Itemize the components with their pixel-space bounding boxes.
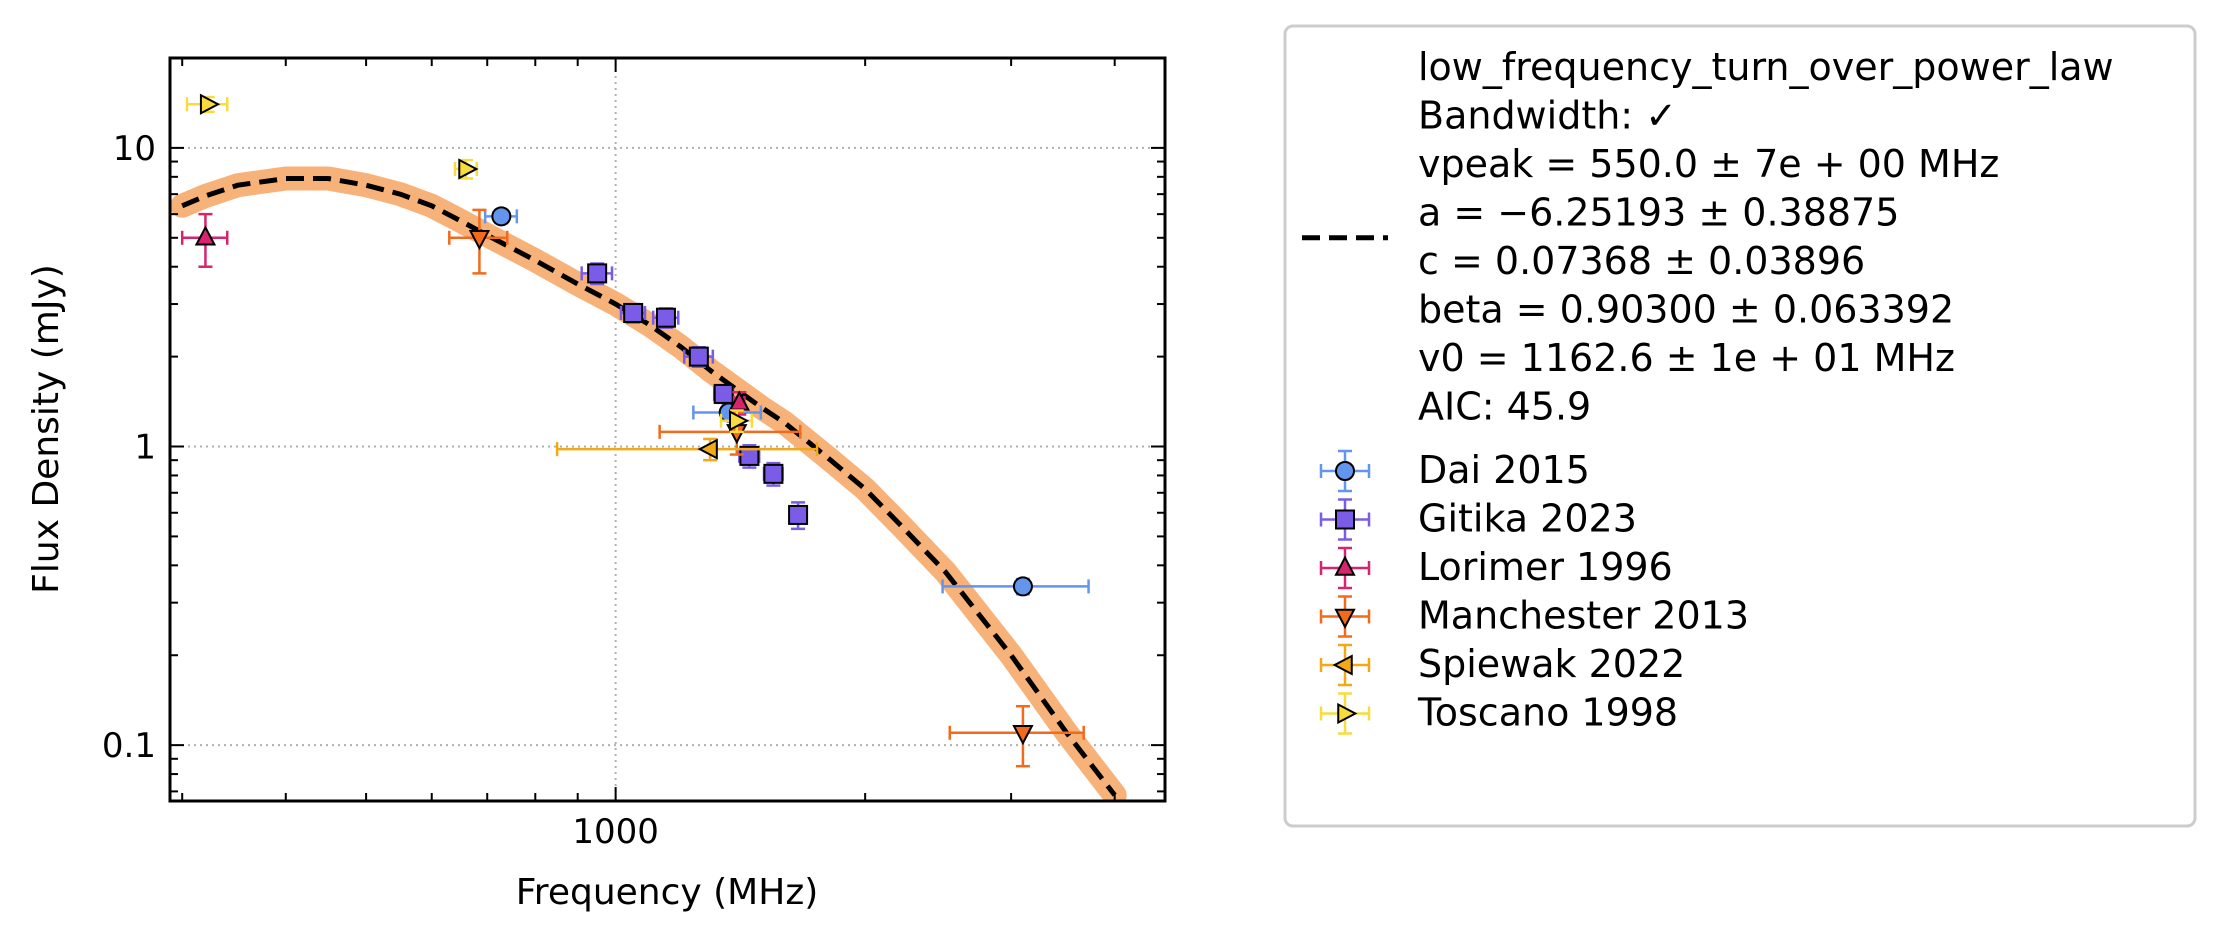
legend-marker bbox=[1334, 608, 1356, 629]
legend-fit-text: beta = 0.90300 ± 0.063392 bbox=[1418, 288, 1954, 332]
legend-fit-text: a = −6.25193 ± 0.38875 bbox=[1418, 191, 1899, 235]
series-gitika-2023 bbox=[580, 262, 809, 531]
data-point bbox=[468, 230, 491, 251]
grid-lines bbox=[170, 58, 1165, 801]
legend-entry: Dai 2015 bbox=[1319, 448, 1590, 493]
data-point bbox=[697, 438, 718, 460]
legend-fit-text: AIC: 45.9 bbox=[1418, 385, 1591, 429]
y-axis-label: Flux Density (mJy) bbox=[26, 264, 67, 594]
data-point bbox=[688, 346, 709, 367]
y-tick-label: 1 bbox=[134, 428, 156, 468]
data-point bbox=[194, 225, 217, 246]
legend-error-handle bbox=[1319, 546, 1371, 590]
x-tick-label: 1000 bbox=[572, 812, 659, 852]
legend-label: Manchester 2013 bbox=[1418, 594, 1749, 638]
legend-label: Toscano 1998 bbox=[1417, 691, 1678, 735]
data-point bbox=[199, 93, 221, 115]
legend-marker bbox=[1334, 555, 1356, 576]
legend-label: Gitika 2023 bbox=[1418, 497, 1637, 541]
data-point bbox=[788, 504, 809, 525]
fit-curve bbox=[181, 176, 1117, 797]
legend-marker bbox=[1335, 461, 1355, 481]
series-toscano-1998 bbox=[185, 93, 754, 434]
data-point bbox=[739, 445, 760, 466]
data-point bbox=[458, 158, 479, 180]
data-point bbox=[587, 263, 608, 284]
fit-curve-layer bbox=[170, 166, 1127, 801]
data-point bbox=[1012, 725, 1034, 746]
fit-uncertainty-band bbox=[170, 166, 1127, 801]
legend-entry: Lorimer 1996 bbox=[1319, 545, 1673, 590]
plot-frame bbox=[168, 56, 1167, 803]
data-point bbox=[729, 410, 750, 432]
legend-entry: Manchester 2013 bbox=[1319, 594, 1749, 638]
series-dai-2015 bbox=[483, 206, 1090, 597]
series-spiewak-2022 bbox=[555, 437, 819, 462]
x-axis-label: Frequency (MHz) bbox=[516, 872, 819, 913]
series-manchester-2013 bbox=[448, 208, 1085, 768]
legend-fit-text: v0 = 1162.6 ± 1e + 01 MHz bbox=[1418, 336, 1955, 380]
legend-fit-text: low_frequency_turn_over_power_law bbox=[1418, 45, 2114, 89]
data-point bbox=[623, 302, 644, 323]
data-point bbox=[763, 463, 784, 484]
data-point bbox=[491, 206, 512, 227]
legend-entry: Toscano 1998 bbox=[1319, 691, 1678, 735]
legend-marker bbox=[1335, 509, 1355, 530]
legend-label: Spiewak 2022 bbox=[1418, 642, 1685, 686]
legend: low_frequency_turn_over_power_law Bandwid… bbox=[1283, 24, 2197, 828]
data-series-layer bbox=[180, 93, 1090, 768]
legend-box bbox=[1283, 24, 2197, 828]
data-point bbox=[655, 307, 676, 328]
y-tick-label: 0.1 bbox=[102, 726, 156, 766]
legend-entry: Spiewak 2022 bbox=[1319, 642, 1685, 687]
error-bar bbox=[555, 437, 819, 462]
data-point bbox=[713, 383, 734, 404]
legend-label: Dai 2015 bbox=[1418, 448, 1590, 492]
legend-fit-text: vpeak = 550.0 ± 7e + 00 MHz bbox=[1418, 142, 1999, 186]
legend-fit-text: c = 0.07368 ± 0.03896 bbox=[1418, 239, 1865, 283]
axis-ticks: 1000 0.1 1 10 bbox=[102, 57, 1165, 852]
y-tick-label: 10 bbox=[113, 129, 156, 169]
series-lorimer-1996 bbox=[180, 212, 750, 416]
legend-entry: Gitika 2023 bbox=[1319, 497, 1637, 541]
data-point bbox=[1012, 576, 1033, 597]
legend-label: Lorimer 1996 bbox=[1418, 545, 1673, 589]
legend-marker bbox=[1337, 702, 1358, 725]
legend-fit-text: Bandwidth: ✓ bbox=[1418, 94, 1677, 138]
legend-marker bbox=[1332, 654, 1353, 676]
